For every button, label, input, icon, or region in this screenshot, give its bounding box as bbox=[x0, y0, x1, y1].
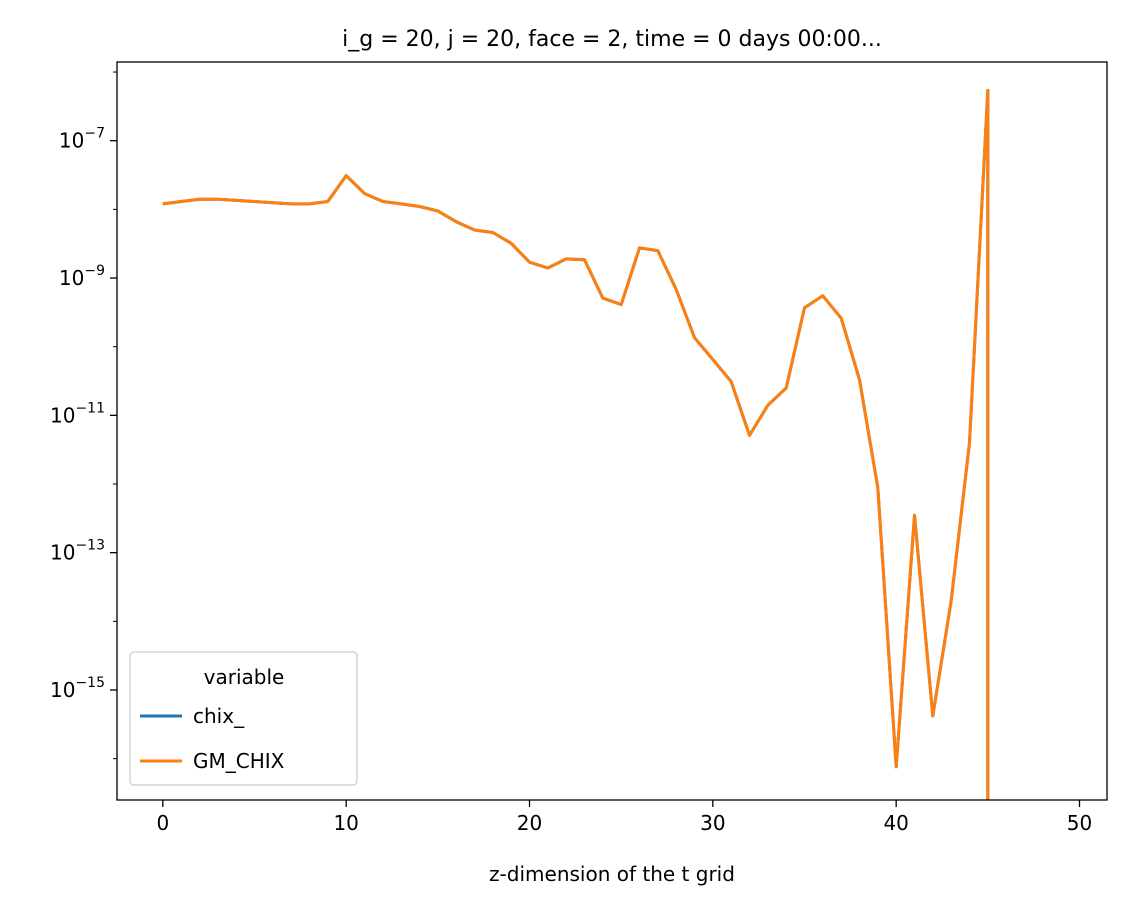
y-tick-exponent: −7 bbox=[84, 126, 105, 142]
x-tick-label: 30 bbox=[700, 811, 725, 835]
y-tick-label: 10−11 bbox=[50, 400, 105, 427]
x-axis-label: z-dimension of the t grid bbox=[489, 862, 735, 886]
legend: variable chix_ GM_CHIX bbox=[129, 651, 358, 786]
y-tick-base: 10 bbox=[59, 266, 84, 290]
y-tick-base: 10 bbox=[50, 678, 75, 702]
x-tick-label: 10 bbox=[333, 811, 358, 835]
legend-label-gm-chix: GM_CHIX bbox=[193, 749, 285, 773]
y-tick-exponent: −11 bbox=[75, 400, 105, 416]
y-tick-label: 10−7 bbox=[59, 126, 105, 153]
legend-title: variable bbox=[204, 665, 285, 689]
x-axis: 0 10 20 30 40 50 bbox=[156, 800, 1092, 835]
y-tick-base: 10 bbox=[59, 129, 84, 153]
y-tick-label: 10−9 bbox=[59, 263, 105, 290]
y-tick-label: 10−13 bbox=[50, 538, 105, 565]
x-tick-label: 50 bbox=[1067, 811, 1092, 835]
x-tick-label: 20 bbox=[517, 811, 542, 835]
legend-box bbox=[129, 651, 358, 786]
y-tick-base: 10 bbox=[50, 403, 75, 427]
x-tick-label: 40 bbox=[883, 811, 908, 835]
axes-frame bbox=[116, 61, 1108, 801]
series-line-gm-chix bbox=[162, 88, 990, 800]
y-tick-base: 10 bbox=[50, 541, 75, 565]
legend-label-chix: chix_ bbox=[193, 704, 245, 728]
y-tick-label: 10−15 bbox=[50, 675, 105, 702]
x-tick-label: 0 bbox=[156, 811, 169, 835]
y-tick-exponent: −9 bbox=[84, 263, 105, 279]
chart-title: i_g = 20, j = 20, face = 2, time = 0 day… bbox=[342, 27, 882, 52]
series-layer bbox=[162, 88, 990, 800]
y-tick-exponent: −13 bbox=[75, 538, 105, 554]
y-tick-exponent: −15 bbox=[75, 675, 105, 691]
